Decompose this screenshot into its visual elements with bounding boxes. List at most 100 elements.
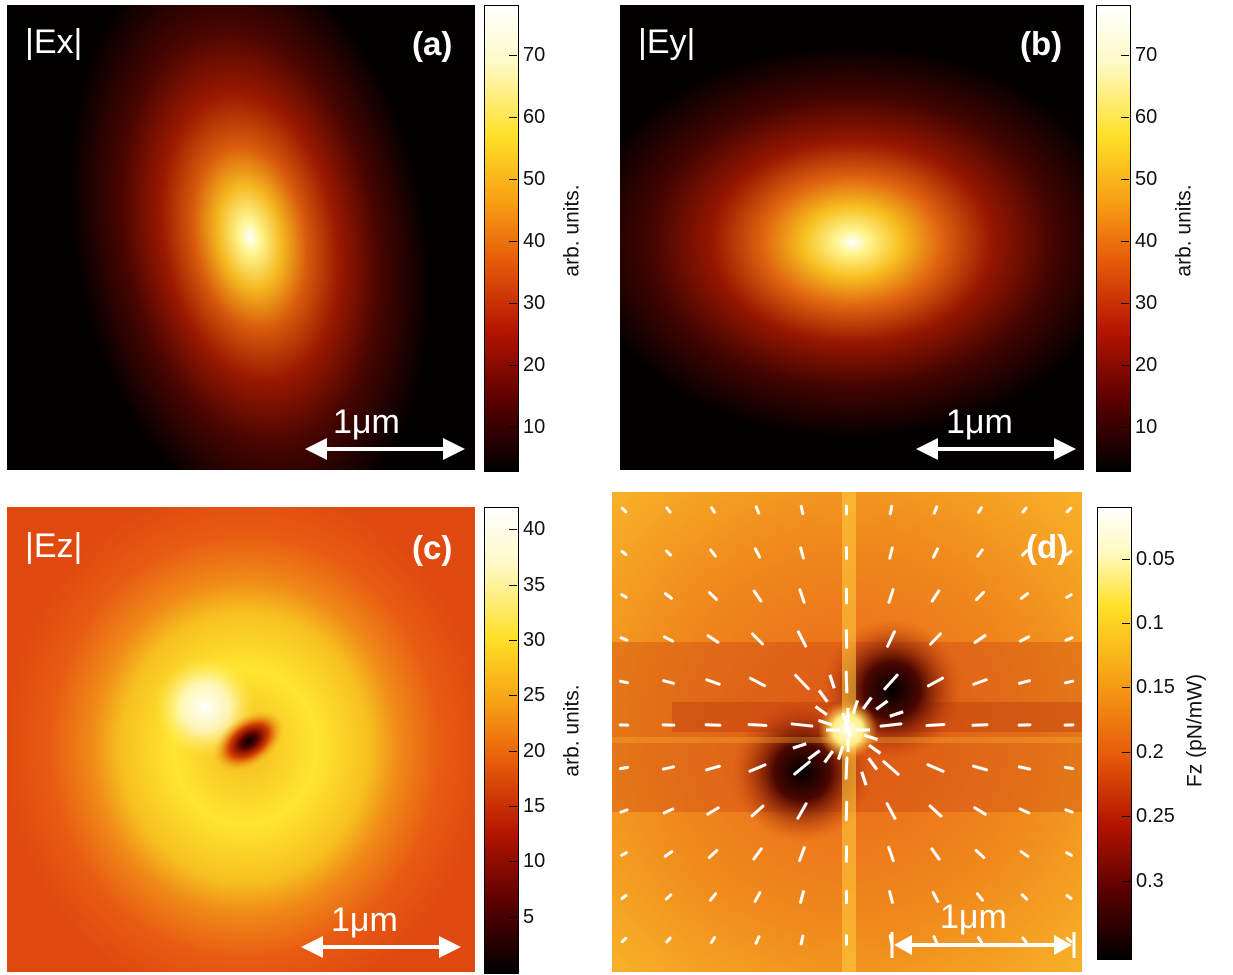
force-arrow bbox=[814, 705, 828, 717]
force-arrow bbox=[620, 851, 628, 857]
force-arrow bbox=[708, 892, 718, 902]
force-arrow bbox=[618, 765, 630, 771]
force-arrow bbox=[926, 676, 945, 688]
force-arrow bbox=[888, 504, 894, 516]
force-arrow bbox=[1019, 850, 1030, 858]
colorbar-c-tick bbox=[509, 695, 517, 697]
colorbar-a-tick-label: 40 bbox=[523, 229, 546, 252]
force-arrow bbox=[753, 891, 762, 903]
force-arrow bbox=[663, 850, 674, 858]
panel-d-label: (d) bbox=[1026, 528, 1069, 565]
panel-d-scale-bar: 1μm bbox=[890, 900, 1076, 962]
force-arrow bbox=[748, 676, 767, 688]
colorbar-a-tick-label: 10 bbox=[523, 415, 546, 438]
force-arrow bbox=[661, 765, 676, 771]
force-arrow bbox=[972, 678, 988, 686]
force-arrow bbox=[972, 764, 988, 772]
force-arrow bbox=[662, 635, 675, 643]
colorbar-b-tick-label: 30 bbox=[1135, 291, 1158, 314]
colorbar-c-tick bbox=[509, 916, 517, 918]
force-arrow bbox=[1018, 807, 1031, 815]
double-arrow-icon bbox=[916, 438, 1076, 460]
force-arrow bbox=[888, 890, 894, 904]
force-arrow bbox=[932, 505, 939, 515]
colorbar-a-label: arb. units. bbox=[560, 184, 584, 277]
colorbar-c-tick-label: 15 bbox=[523, 794, 546, 817]
colorbar-c-tick-label: 30 bbox=[523, 628, 546, 651]
force-arrow bbox=[709, 936, 717, 944]
colorbar-a bbox=[484, 5, 519, 472]
force-arrow bbox=[879, 722, 903, 728]
force-arrow bbox=[926, 763, 945, 773]
force-arrow bbox=[886, 630, 896, 648]
force-arrow bbox=[620, 894, 628, 900]
colorbar-b-tick bbox=[1121, 426, 1129, 428]
colorbar-b-tick bbox=[1121, 178, 1129, 180]
force-arrow bbox=[707, 849, 719, 859]
force-arrow bbox=[663, 592, 674, 600]
force-arrow bbox=[753, 547, 762, 559]
panel-a-title: |Ex| bbox=[25, 23, 83, 61]
force-arrow bbox=[882, 760, 900, 776]
colorbar-a-tick bbox=[509, 240, 517, 242]
force-arrow bbox=[1065, 851, 1073, 857]
colorbar-d bbox=[1097, 507, 1132, 960]
force-arrow bbox=[709, 548, 717, 558]
force-arrow bbox=[1063, 679, 1075, 685]
colorbar-b-tick bbox=[1121, 116, 1129, 118]
panel-a-label: (a) bbox=[412, 25, 453, 62]
force-arrow bbox=[708, 591, 718, 601]
force-arrow bbox=[931, 547, 940, 559]
force-arrow bbox=[1065, 593, 1073, 599]
force-arrow bbox=[798, 846, 806, 862]
colorbar-a-tick-label: 50 bbox=[523, 167, 546, 190]
colorbar-c-tick bbox=[509, 584, 517, 586]
colorbar-d-label: Fz (pN/mW) bbox=[1183, 673, 1207, 788]
colorbar-d-tick-label: 0.15 bbox=[1136, 676, 1175, 699]
colorbar-b-tick bbox=[1121, 240, 1129, 242]
force-arrow bbox=[665, 549, 672, 557]
force-arrow bbox=[844, 670, 849, 694]
force-arrow bbox=[971, 723, 989, 727]
force-arrow bbox=[705, 678, 721, 686]
force-arrow bbox=[976, 936, 984, 944]
force-arrow bbox=[793, 760, 811, 776]
panel-d-scale-text: 1μm bbox=[940, 898, 1007, 936]
force-arrow bbox=[863, 733, 878, 741]
panel-b-scale-bar: 1μm bbox=[916, 405, 1076, 465]
force-arrow bbox=[704, 723, 722, 727]
force-arrow bbox=[868, 743, 882, 755]
panel-c-label: (c) bbox=[412, 529, 453, 566]
force-arrow bbox=[867, 757, 879, 771]
force-arrow bbox=[665, 936, 672, 944]
double-arrow-icon bbox=[890, 932, 1076, 958]
colorbar-d-tick-label: 0.3 bbox=[1136, 869, 1164, 892]
force-arrow bbox=[750, 804, 765, 818]
colorbar-b-tick-label: 60 bbox=[1135, 105, 1158, 128]
force-arrow bbox=[973, 634, 987, 644]
force-arrow bbox=[807, 749, 821, 761]
colorbar-b-tick-label: 10 bbox=[1135, 415, 1158, 438]
force-arrow bbox=[1064, 808, 1074, 814]
force-arrow bbox=[620, 549, 628, 557]
force-arrow bbox=[861, 696, 873, 710]
force-arrow bbox=[1018, 635, 1031, 643]
colorbar-d-tick-label: 0.05 bbox=[1136, 547, 1175, 570]
force-arrow bbox=[619, 636, 629, 642]
colorbar-a-tick-label: 60 bbox=[523, 105, 546, 128]
ex-field-heatmap bbox=[7, 5, 475, 470]
colorbar-a-tick-label: 20 bbox=[523, 353, 546, 376]
colorbar-b-tick bbox=[1121, 302, 1129, 304]
colorbar-c-tick-label: 20 bbox=[523, 739, 546, 762]
colorbar-d-tick bbox=[1122, 622, 1130, 624]
force-arrow bbox=[976, 548, 984, 558]
colorbar-d-tick bbox=[1122, 687, 1130, 689]
force-arrow bbox=[748, 763, 767, 773]
panel-b-label: (b) bbox=[1020, 25, 1063, 62]
force-arrow bbox=[817, 689, 829, 703]
panel-c-ez-map: |Ez| (c) 1μm bbox=[7, 507, 475, 972]
force-arrow bbox=[1018, 679, 1031, 685]
colorbar-c-tick-label: 10 bbox=[523, 850, 546, 873]
force-arrow bbox=[875, 699, 889, 711]
force-arrow bbox=[620, 506, 628, 514]
